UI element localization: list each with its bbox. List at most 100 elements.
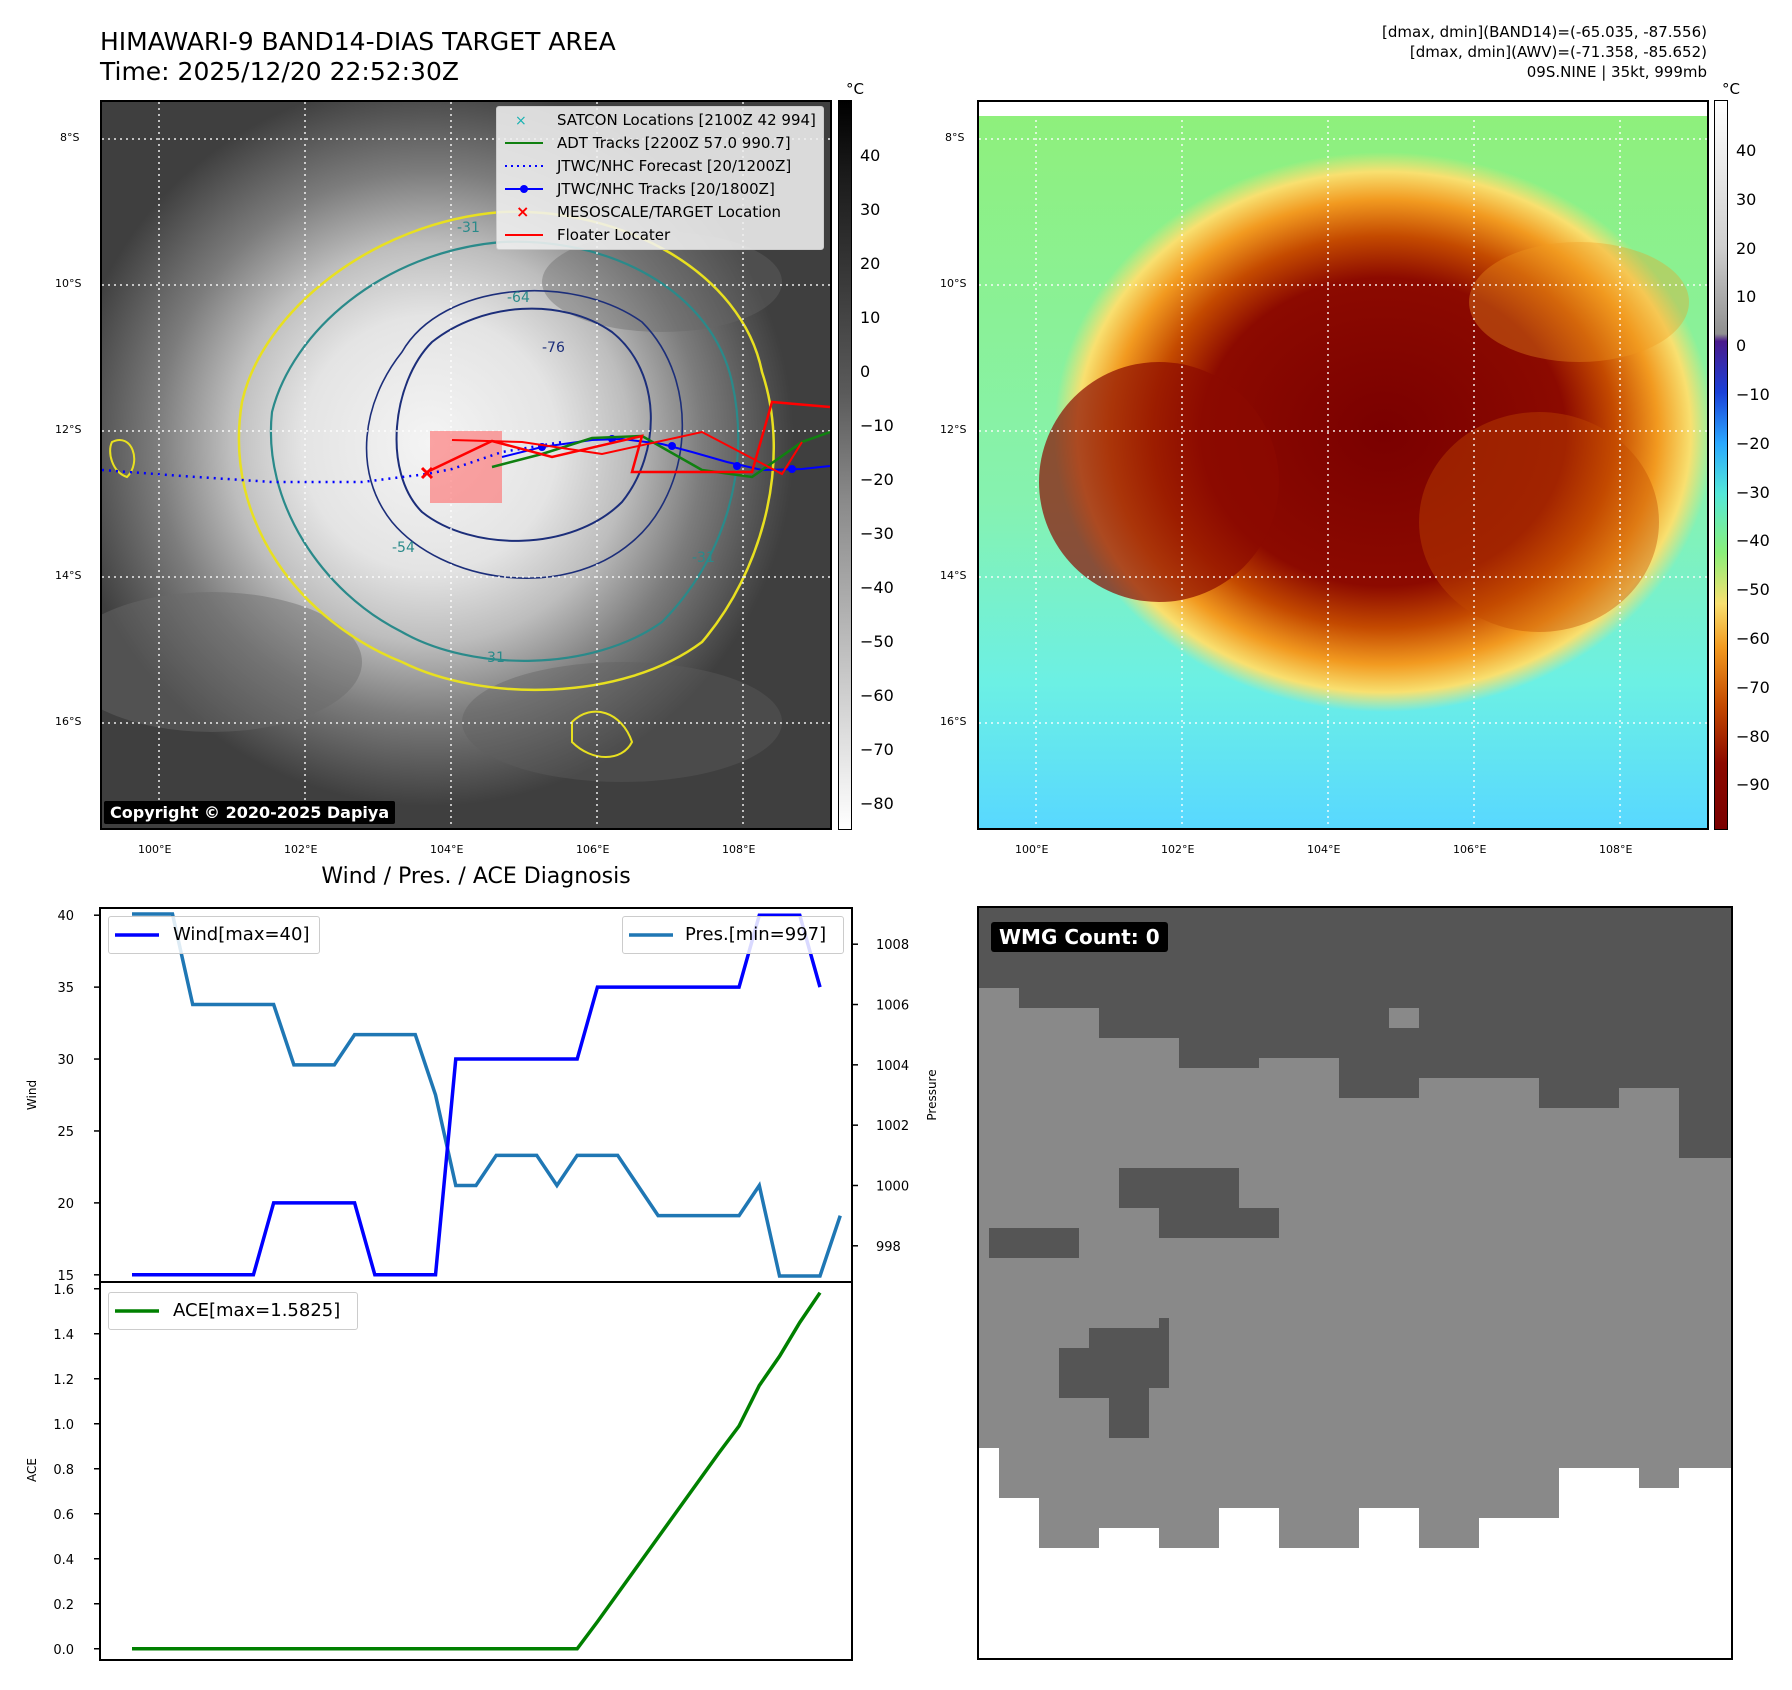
pressure-tick-label: 1000 <box>876 1179 909 1194</box>
ace-tick-label: 1.2 <box>53 1373 74 1388</box>
contour-label: -31 <box>457 220 480 236</box>
colorbar-tick-label: 10 <box>1736 287 1757 307</box>
wind-tick-label: 20 <box>57 1197 74 1212</box>
pressure-tick-label: 1008 <box>876 938 909 953</box>
wind-legend: Wind[max=40] <box>108 916 320 954</box>
colorbar-unit: °C <box>1722 80 1740 98</box>
pressure-tick-label: 1006 <box>876 999 909 1014</box>
colorbar-tick-label: 30 <box>860 200 881 219</box>
pressure-axis-label: Pressure <box>925 1069 939 1120</box>
wind-tick-label: 35 <box>57 981 74 996</box>
ace-tick-label: 0.0 <box>53 1643 74 1658</box>
contour-label: -76 <box>542 340 565 356</box>
ace-chart: 1.6 1.4 1.2 1.0 0.8 0.6 0.4 0.2 0.0 ACE <box>25 1281 853 1661</box>
colorbar-tick-label: 10 <box>860 308 881 327</box>
contour-label: -64 <box>507 290 530 306</box>
colorbar-tick-label: −50 <box>1736 580 1770 600</box>
wmg-panel: WMG Count: 0 <box>977 906 1733 1660</box>
lon-label: 106°E <box>576 843 610 856</box>
colorbar-tick-label: −40 <box>860 578 894 597</box>
pressure-series-line <box>132 912 842 1278</box>
wind-tick-label: 30 <box>57 1053 74 1068</box>
copyright-badge: Copyright © 2020-2025 Dapiya <box>104 801 396 824</box>
colorbar-tick-label: 40 <box>860 146 881 165</box>
lat-label: 10°S <box>55 277 82 290</box>
colorbar-tick-label: 0 <box>1736 336 1747 356</box>
lon-label: 102°E <box>1161 843 1195 856</box>
right-title-line2: [dmax, dmin](AWV)=(-71.358, -85.652) <box>1409 43 1707 61</box>
colorbar-tick-label: −80 <box>860 794 894 813</box>
ace-tick-label: 1.0 <box>53 1418 74 1433</box>
ace-axis-label: ACE <box>25 1458 39 1482</box>
lat-label: 12°S <box>940 423 967 436</box>
lon-label: 106°E <box>1453 843 1487 856</box>
left-colorbar <box>838 100 852 830</box>
colorbar-tick-label: −40 <box>1736 531 1770 551</box>
lon-label: 104°E <box>430 843 464 856</box>
wind-legend-label: Wind[max=40] <box>173 924 310 945</box>
colorbar-tick-label: 20 <box>860 254 881 273</box>
right-title-line1: [dmax, dmin](BAND14)=(-65.035, -87.556) <box>1382 23 1707 41</box>
svg-text:×: × <box>515 113 527 129</box>
lon-label: 108°E <box>722 843 756 856</box>
colorbar-tick-label: −10 <box>1736 385 1770 404</box>
colorbar-tick-label: −90 <box>1736 775 1770 795</box>
ace-tick-label: 1.4 <box>53 1328 74 1343</box>
pressure-tick-label: 1004 <box>876 1059 909 1074</box>
lat-label: 16°S <box>940 715 967 728</box>
right-colorbar <box>1714 100 1728 830</box>
colorbar-tick-label: −70 <box>1736 677 1770 697</box>
wind-tick-label: 25 <box>57 1125 74 1140</box>
lat-label: 8°S <box>60 131 80 144</box>
wmg-count-badge: WMG Count: 0 <box>991 922 1168 952</box>
ace-tick-label: 1.6 <box>53 1283 74 1298</box>
ace-tick-label: 0.4 <box>53 1553 74 1568</box>
wmg-image <box>979 908 1731 1548</box>
colorbar-tick-label: −60 <box>1736 629 1770 648</box>
pressure-legend-label: Pres.[min=997] <box>685 924 827 945</box>
colorbar-tick-label: −20 <box>860 470 894 489</box>
chart-title-line1: HIMAWARI-9 BAND14-DIAS TARGET AREA <box>100 27 616 56</box>
lat-label: 14°S <box>940 569 967 582</box>
lon-label: 108°E <box>1599 843 1633 856</box>
lat-label: 10°S <box>940 277 967 290</box>
ace-tick-label: 0.2 <box>53 1598 74 1613</box>
ace-series-line <box>132 1291 822 1651</box>
ir-map-panel: -31 -64 -76 -54 -31 -31 × SATCON Locatio… <box>100 100 832 830</box>
colorbar-tick-label: −20 <box>1736 433 1770 453</box>
map-legend: × SATCON Locations [2100Z 42 994] ADT Tr… <box>496 106 824 250</box>
diagnosis-title: Wind / Pres. / ACE Diagnosis <box>321 864 631 889</box>
wind-tick-label: 40 <box>57 909 74 924</box>
colorbar-tick-label: 20 <box>1736 238 1757 258</box>
wind-pressure-chart: 40 35 30 25 20 15 1008 1006 1004 1002 1000 998 Win… <box>25 907 939 1284</box>
colorbar-tick-label: 30 <box>1736 189 1757 209</box>
lat-label: 12°S <box>55 423 82 436</box>
lon-label: 102°E <box>284 843 318 856</box>
colorbar-tick-label: −60 <box>860 686 894 705</box>
contour-label: -54 <box>392 540 415 556</box>
ace-legend: ACE[max=1.5825] <box>108 1292 358 1330</box>
lat-label: 16°S <box>55 715 82 728</box>
lat-label: 8°S <box>945 131 965 144</box>
colorbar-tick-label: −70 <box>860 740 894 759</box>
colorbar-tick-label: −10 <box>860 416 894 435</box>
lon-label: 100°E <box>1015 843 1049 856</box>
colorbar-tick-label: 40 <box>1736 141 1757 160</box>
colorbar-tick-label: −30 <box>860 524 894 543</box>
colorbar-tick-label: −30 <box>1736 482 1770 502</box>
wind-axis-label: Wind <box>25 1080 39 1110</box>
pressure-tick-label: 1002 <box>876 1119 909 1134</box>
right-title-line3: 09S.NINE | 35kt, 999mb <box>1526 63 1707 81</box>
colorbar-unit: °C <box>846 80 864 98</box>
pressure-legend: Pres.[min=997] <box>622 916 844 954</box>
lat-label: 14°S <box>55 569 82 582</box>
awv-map-panel <box>977 100 1709 830</box>
colorbar-tick-label: −80 <box>1736 726 1770 746</box>
svg-text:×: × <box>516 203 529 221</box>
colorbar-tick-label: 0 <box>860 362 871 381</box>
ace-tick-label: 0.6 <box>53 1508 74 1523</box>
contour-label: -31 <box>692 550 715 566</box>
ace-tick-label: 0.8 <box>53 1463 74 1478</box>
lon-label: 100°E <box>138 843 172 856</box>
wind-tick-label: 15 <box>57 1269 74 1284</box>
